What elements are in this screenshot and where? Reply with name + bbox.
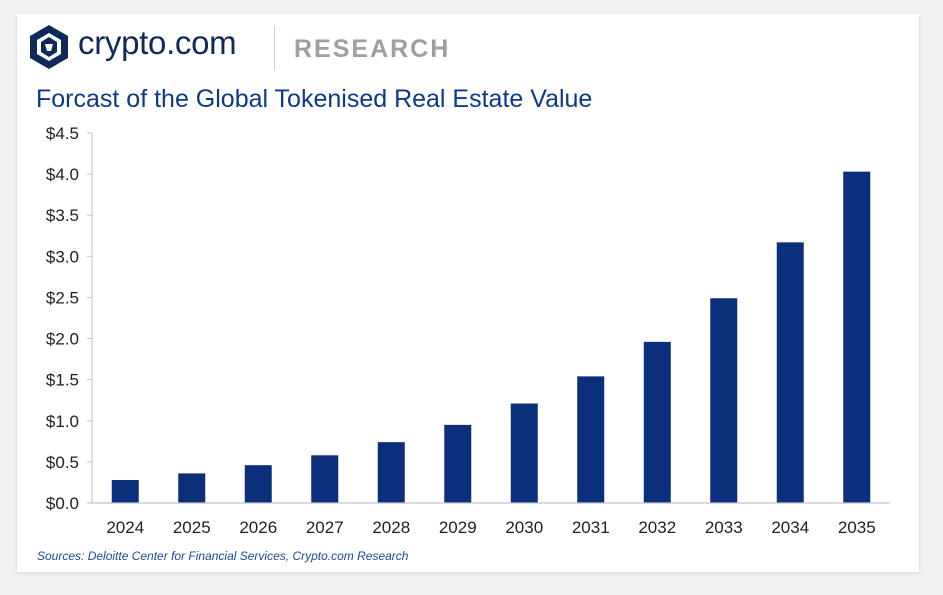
x-tick-label: 2026 [239, 518, 277, 537]
y-tick-label: $0.5 [46, 453, 79, 472]
header-divider [274, 26, 275, 70]
y-tick-label: $3.5 [46, 206, 79, 225]
bar [111, 479, 139, 503]
y-tick-label: $2.5 [46, 288, 79, 307]
chart-title: Forcast of the Global Tokenised Real Est… [36, 85, 593, 113]
brand-name: crypto.com [78, 24, 237, 61]
bar [510, 403, 538, 503]
y-tick-label: $1.5 [46, 371, 79, 390]
bar [776, 242, 804, 503]
y-tick-label: $4.5 [46, 124, 79, 143]
bar [244, 465, 272, 503]
bar [577, 376, 605, 503]
y-tick-label: $3.0 [46, 247, 79, 266]
x-tick-label: 2027 [306, 518, 344, 537]
x-tick-label: 2032 [638, 518, 676, 537]
bar [710, 298, 738, 503]
y-tick-label: $0.0 [46, 494, 79, 513]
x-tick-label: 2025 [173, 518, 211, 537]
crypto-com-lion-shield-icon [30, 25, 68, 69]
bar [843, 171, 871, 503]
y-tick-label: $1.0 [46, 412, 79, 431]
x-tick-label: 2030 [505, 518, 543, 537]
x-tick-label: 2035 [838, 518, 876, 537]
source-note: Sources: Deloitte Center for Financial S… [37, 549, 409, 563]
bar [377, 442, 405, 503]
brand-suffix: RESEARCH [294, 35, 451, 63]
x-tick-label: 2031 [572, 518, 610, 537]
x-tick-label: 2024 [106, 518, 144, 537]
y-tick-label: $4.0 [46, 165, 79, 184]
bar [444, 424, 472, 503]
bar [643, 341, 671, 503]
x-tick-label: 2033 [705, 518, 743, 537]
bar [311, 455, 339, 503]
y-tick-label: $2.0 [46, 330, 79, 349]
bar [178, 473, 206, 503]
x-tick-label: 2028 [372, 518, 410, 537]
x-tick-label: 2029 [439, 518, 477, 537]
x-tick-label: 2034 [771, 518, 809, 537]
